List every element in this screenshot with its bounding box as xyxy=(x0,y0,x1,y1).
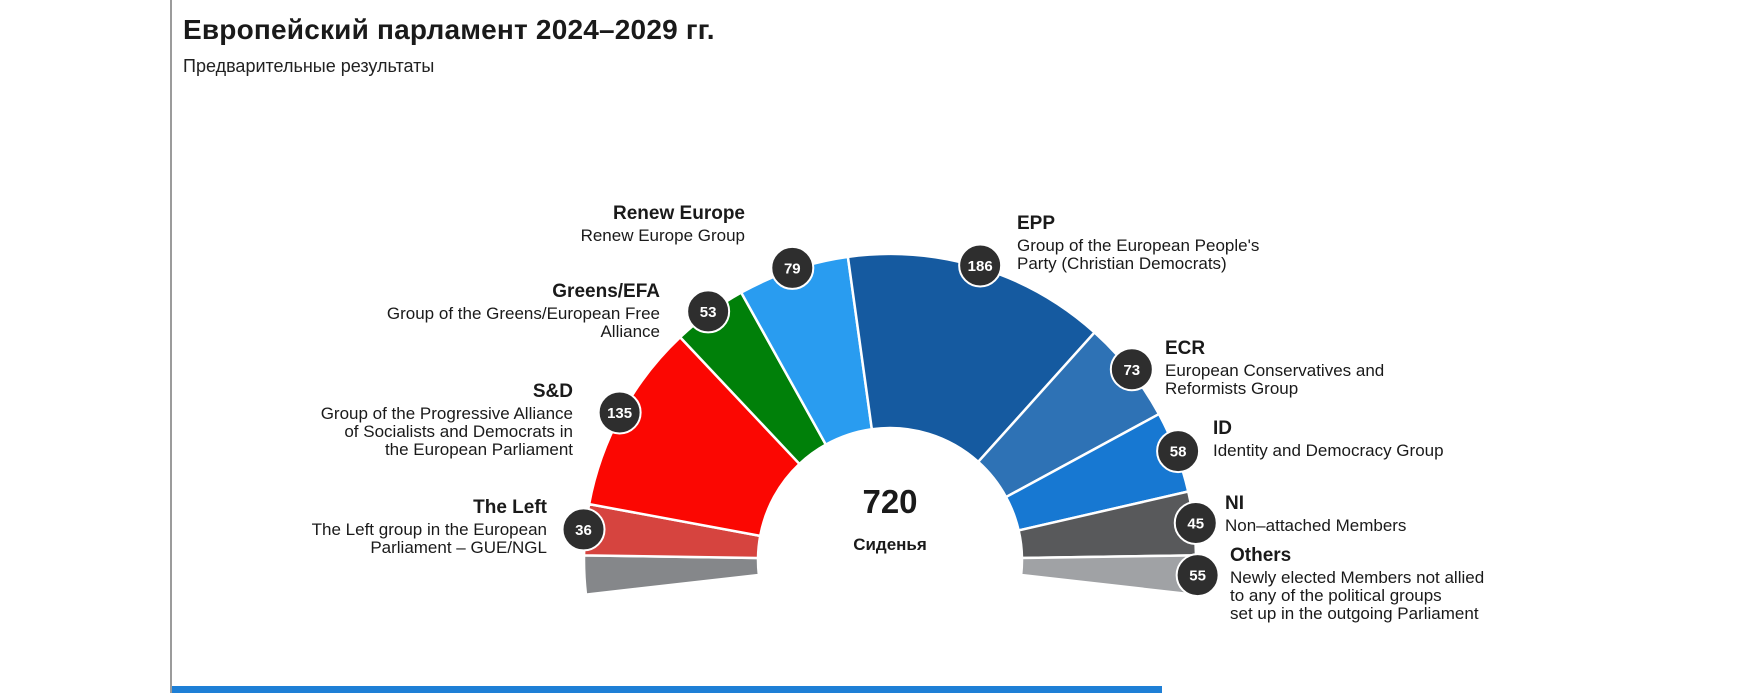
seat-badge-epp: 186 xyxy=(958,243,1003,288)
wedge-s-d[interactable] xyxy=(587,336,801,538)
svg-text:58: 58 xyxy=(1170,444,1187,461)
group-full-name: Renew Europe Group xyxy=(580,226,745,245)
seat-badge-id: 58 xyxy=(1156,429,1201,474)
seat-badge-renew-europe: 79 xyxy=(770,245,815,290)
group-abbr: S&D xyxy=(532,381,573,402)
wedge-epp[interactable] xyxy=(846,252,1096,464)
group-full-name: European Conservatives and Reformists Gr… xyxy=(1165,361,1385,398)
group-full-name: Identity and Democracy Group xyxy=(1213,441,1444,460)
svg-text:186: 186 xyxy=(968,258,993,275)
total-seats-caption: Сиденья xyxy=(853,535,927,554)
group-label-the-left: The Left The Left group in the European … xyxy=(247,498,547,557)
group-abbr: ECR xyxy=(1165,338,1206,359)
group-abbr: Others xyxy=(1230,545,1292,566)
wedge-others-left[interactable] xyxy=(582,554,761,596)
group-label-epp: EPP Group of the European People's Party… xyxy=(1017,214,1337,273)
group-abbr: EPP xyxy=(1017,213,1056,234)
group-full-name: Newly elected Members not allied to any … xyxy=(1230,568,1485,623)
bottom-accent-bar xyxy=(172,686,1162,693)
wedge-others-right[interactable] xyxy=(1019,554,1198,596)
group-abbr: Greens/EFA xyxy=(552,281,660,302)
svg-text:135: 135 xyxy=(607,405,632,422)
svg-text:36: 36 xyxy=(575,522,592,539)
group-label-id: ID Identity and Democracy Group xyxy=(1213,419,1533,460)
seat-badge-the-left: 36 xyxy=(561,507,606,552)
svg-text:45: 45 xyxy=(1187,515,1204,532)
group-full-name: Group of the Greens/European Free Allian… xyxy=(386,304,660,341)
group-label-greens-efa: Greens/EFA Group of the Greens/European … xyxy=(350,282,660,341)
group-abbr: NI xyxy=(1225,493,1244,514)
svg-text:55: 55 xyxy=(1189,568,1206,585)
seat-badge-ecr: 73 xyxy=(1109,347,1154,392)
group-full-name: Group of the European People's Party (Ch… xyxy=(1017,236,1260,273)
group-label-renew-europe: Renew Europe Renew Europe Group xyxy=(445,204,745,245)
group-label-ecr: ECR European Conservatives and Reformist… xyxy=(1165,339,1465,398)
page-title: Европейский парламент 2024–2029 гг. xyxy=(183,13,715,45)
group-full-name: Group of the Progressive Alliance of Soc… xyxy=(320,404,573,459)
group-abbr: Renew Europe xyxy=(613,203,745,224)
group-label-ni: NI Non–attached Members xyxy=(1225,494,1545,535)
seat-badge-greens-efa: 53 xyxy=(686,289,731,334)
group-label-others: Others Newly elected Members not allied … xyxy=(1230,546,1550,623)
card-left-border xyxy=(170,0,172,693)
group-label-sd: S&D Group of the Progressive Alliance of… xyxy=(273,382,573,459)
seat-badge-others-right: 55 xyxy=(1175,553,1220,598)
group-full-name: The Left group in the European Parliamen… xyxy=(311,520,547,557)
svg-text:79: 79 xyxy=(784,260,801,277)
page-subtitle: Предварительные результаты xyxy=(183,56,435,76)
svg-text:53: 53 xyxy=(700,304,717,321)
group-full-name: Non–attached Members xyxy=(1225,516,1407,535)
seat-badge-s-d: 135 xyxy=(597,390,642,435)
seat-badge-ni: 45 xyxy=(1173,500,1218,545)
svg-text:73: 73 xyxy=(1123,362,1140,379)
group-abbr: ID xyxy=(1213,418,1232,439)
group-abbr: The Left xyxy=(473,497,547,518)
total-seats-value: 720 xyxy=(862,483,918,520)
